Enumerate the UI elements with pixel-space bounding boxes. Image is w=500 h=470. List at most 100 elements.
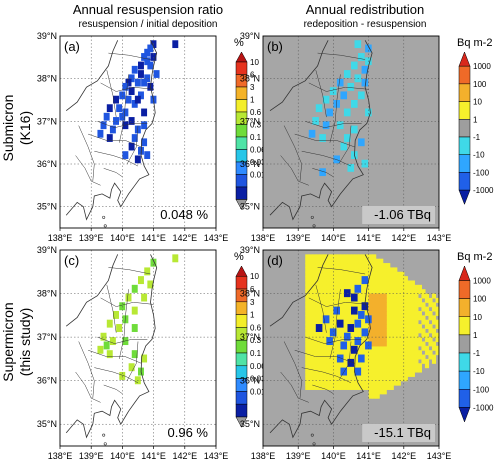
grid-cell (326, 306, 331, 312)
grid-cell (386, 267, 391, 273)
grid-cell (410, 324, 415, 329)
colorbar-segment (235, 174, 248, 188)
grid-cell (358, 376, 363, 382)
grid-cell (365, 271, 370, 277)
grid-cell (424, 363, 430, 369)
grid-cell (372, 371, 377, 377)
grid-cell (322, 385, 327, 390)
grid-cell (343, 258, 349, 264)
grid-cell (379, 341, 384, 347)
grid-cell (336, 78, 344, 87)
grid-cell (319, 284, 324, 290)
grid-cell (375, 297, 380, 303)
grid-cell (365, 297, 370, 303)
grid-cell (372, 324, 377, 329)
colorbar-segment (458, 101, 471, 120)
grid-cell (386, 367, 391, 373)
grid-cell (343, 289, 351, 298)
grid-cell (403, 328, 408, 334)
grid-cell (407, 289, 412, 295)
grid-cell (336, 332, 342, 338)
grid-cell (389, 337, 394, 343)
grid-cell (407, 302, 412, 308)
grid-cell (428, 315, 433, 321)
grid-cell (315, 263, 320, 269)
grid-cell (386, 376, 391, 382)
colorbar-segment (458, 51, 471, 67)
colorbar-tick-label: 0.06 (250, 146, 266, 155)
grid-cell (382, 324, 387, 329)
grid-cell (393, 376, 398, 382)
grid-cell (134, 95, 141, 104)
grid-cell (340, 332, 345, 338)
grid-cell (435, 345, 439, 351)
grid-cell (400, 284, 405, 290)
grid-cell (319, 354, 324, 360)
grid-cell (347, 367, 352, 373)
colorbar: 10 6 3 1 0.6 0.3 0.1 0.06 0.03 0.01% (234, 37, 266, 211)
grid-cell (403, 319, 408, 325)
panel-letter: (b) (267, 39, 283, 54)
grid-cell (393, 315, 398, 321)
grid-cell (400, 324, 405, 329)
grid-cell (424, 306, 430, 312)
grid-cell (322, 354, 327, 360)
grid-cell (435, 306, 439, 312)
grid-cell (389, 371, 394, 377)
grid-cell (368, 328, 373, 334)
prefecture-border (108, 52, 151, 60)
colorbar-tick-label: 0.6 (250, 323, 262, 332)
grid-cell (305, 302, 310, 308)
grid-cell (312, 328, 317, 334)
grid-cell (414, 302, 419, 308)
grid-cell (343, 280, 349, 286)
grid-cell (315, 104, 323, 113)
colorbar-segment (235, 61, 248, 75)
grid-cell (329, 354, 334, 360)
grid-cell (389, 315, 394, 321)
grid-cell (403, 371, 408, 377)
grid-cell (329, 363, 334, 369)
grid-cell (326, 363, 331, 369)
grid-cell (336, 350, 342, 356)
grid-cell (172, 40, 179, 49)
colorbar-segment (458, 65, 471, 85)
grid-cell (389, 380, 394, 386)
grid-cell (329, 276, 334, 282)
grid-cell (379, 367, 384, 373)
grid-cell (410, 315, 415, 321)
grid-cell (315, 310, 320, 316)
grid-cell (410, 284, 415, 290)
grid-cell (150, 258, 157, 267)
grid-cell (386, 315, 391, 321)
grid-cell (407, 324, 412, 329)
grid-cell (305, 280, 310, 286)
grid-cell (354, 367, 362, 376)
grid-cell (134, 155, 141, 164)
grid-cell (389, 289, 394, 295)
grid-cell (347, 258, 352, 264)
grid-cell (417, 315, 422, 321)
grid-cell (372, 341, 377, 347)
grid-cell (326, 280, 331, 286)
prefecture-border (312, 168, 334, 178)
grid-cell (361, 324, 366, 329)
prefecture-border (88, 349, 142, 364)
grid-cell (435, 297, 439, 303)
grid-cell (319, 289, 324, 295)
grid-cell (326, 324, 331, 329)
grid-cell (400, 367, 405, 373)
grid-cell (393, 324, 398, 329)
grid-cell (424, 345, 430, 351)
grid-cell (389, 363, 394, 369)
grid-cell (312, 306, 317, 312)
colorbar-segment (235, 124, 248, 138)
grid-cell (131, 284, 138, 293)
grid-cell (347, 280, 352, 286)
grid-cell (361, 159, 369, 168)
grid-cell (312, 376, 317, 382)
grid-cell (336, 341, 342, 347)
grid-cell (414, 367, 419, 373)
grid-cell (365, 254, 370, 260)
grid-cell (305, 380, 310, 386)
